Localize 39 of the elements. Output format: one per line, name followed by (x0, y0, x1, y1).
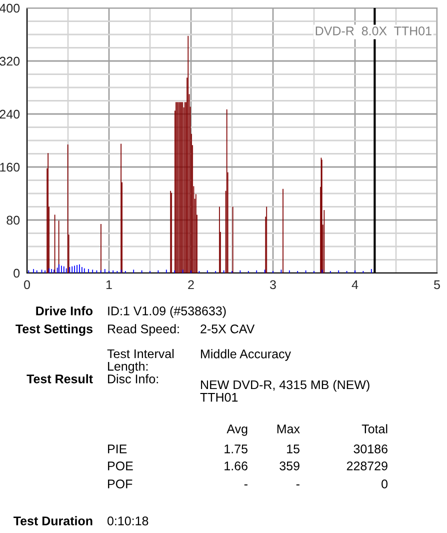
text: POF (108, 480, 132, 488)
text: ID:1 V1.09 (#538633) (108, 306, 226, 318)
annotation: DVD-R 8.0X TTH01 (316, 26, 432, 36)
y-tick-label: 80 (6, 216, 20, 225)
text: Test Duration (14, 516, 92, 526)
text: 0:10:18 (107, 516, 148, 526)
text: - (296, 484, 300, 486)
text: Test Result (26, 374, 93, 384)
text: POE (108, 462, 133, 470)
text: 1.75 (224, 444, 248, 454)
text: 2-5X CAV (200, 324, 255, 334)
text: Max (277, 424, 300, 434)
x-tick-label: 3 (270, 280, 276, 290)
y-tick-label: 240 (0, 110, 20, 119)
text: PIE (108, 444, 127, 454)
text: Drive Info (36, 306, 93, 316)
text: Total (362, 424, 388, 434)
x-tick-label: 2 (188, 280, 194, 290)
text: 30186 (354, 444, 388, 454)
text: - (244, 484, 248, 486)
x-tick-label: 5 (434, 280, 440, 290)
text: Middle Accuracy (201, 349, 291, 361)
y-tick-label: 320 (0, 56, 20, 66)
text: NEW DVD-R, 4315 MB (NEW) TTH01 (200, 380, 370, 402)
x-tick-label: 4 (352, 280, 358, 290)
y-tick-label: 0 (14, 268, 20, 278)
text: Test Interval Length: (107, 349, 174, 374)
x-tick-label: 1 (106, 280, 112, 290)
text: 15 (287, 444, 300, 454)
x-tick-label: 0 (24, 280, 30, 290)
text: Disc Info: (108, 374, 158, 384)
text: Avg (226, 424, 248, 436)
text: Read Speed: (108, 324, 179, 336)
text: Test Settings (16, 324, 92, 336)
text: 1.66 (224, 462, 248, 470)
text: 228729 (346, 462, 388, 470)
text: 359 (280, 462, 300, 470)
y-tick-label: 160 (0, 162, 20, 172)
text: 0 (382, 480, 388, 488)
